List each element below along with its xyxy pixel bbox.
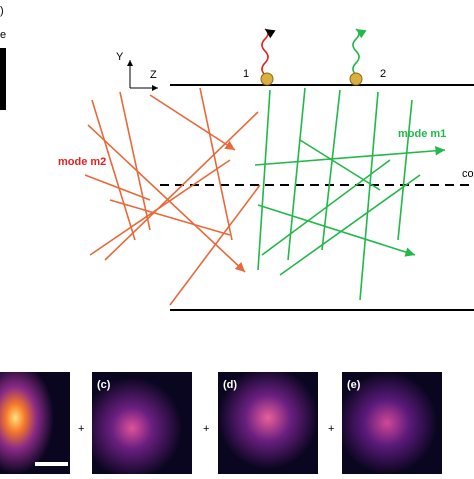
panel-label: (c) xyxy=(97,379,111,391)
axis-z: Z xyxy=(150,69,157,81)
operator: + xyxy=(78,423,84,435)
colorbar xyxy=(0,48,6,110)
axes-indicator xyxy=(127,60,158,91)
emission-red xyxy=(261,28,276,76)
mode-label: mode m1 xyxy=(398,128,446,140)
operator: + xyxy=(328,423,334,435)
mode-label: mode m2 xyxy=(58,156,106,168)
emitter xyxy=(260,72,274,86)
axis-y: Y xyxy=(116,51,124,63)
core-label: co xyxy=(462,168,474,180)
image-panel xyxy=(342,372,442,474)
image-panel xyxy=(218,372,318,474)
mode-m2-rays xyxy=(84,87,261,306)
panel-label: (e) xyxy=(347,379,361,391)
image-panel xyxy=(92,372,192,474)
operator: + xyxy=(203,423,209,435)
emitter-label: 2 xyxy=(380,68,386,80)
image-panel xyxy=(0,372,70,474)
panel-label: (d) xyxy=(223,379,237,391)
side-text: e xyxy=(0,29,6,41)
panel-label: ) xyxy=(0,5,4,17)
emitter-label: 1 xyxy=(243,68,249,80)
mode-m1-rays xyxy=(254,87,446,301)
emitter xyxy=(349,72,363,86)
emission-green xyxy=(352,28,367,76)
